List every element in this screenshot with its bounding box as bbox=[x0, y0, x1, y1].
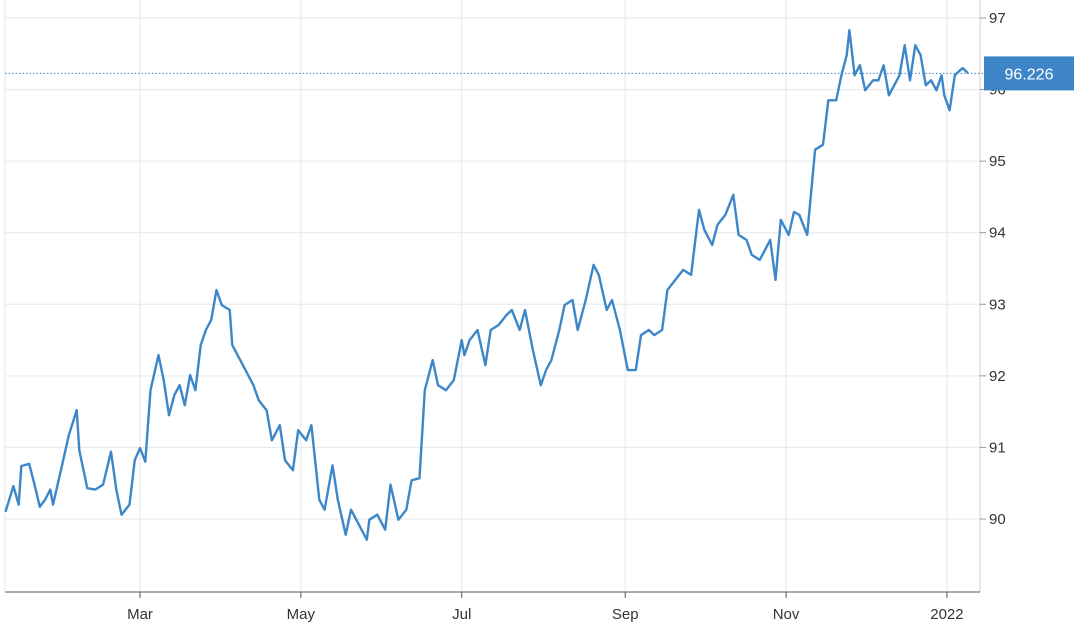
y-tick-label: 91 bbox=[989, 439, 1006, 456]
y-tick-label: 95 bbox=[989, 153, 1006, 170]
y-tick-label: 94 bbox=[989, 225, 1006, 242]
y-tick-label: 93 bbox=[989, 296, 1006, 313]
y-axis: 9091929394959697 bbox=[980, 10, 1006, 528]
x-tick-label: 2022 bbox=[930, 606, 963, 623]
x-tick-label: May bbox=[287, 606, 316, 623]
x-tick-label: Sep bbox=[612, 606, 639, 623]
y-tick-label: 92 bbox=[989, 368, 1006, 385]
x-tick-label: Nov bbox=[773, 606, 800, 623]
x-tick-label: Jul bbox=[452, 606, 471, 623]
y-tick-label: 90 bbox=[989, 511, 1006, 528]
grid-lines bbox=[5, 0, 980, 592]
current-price-label: 96.226 bbox=[1005, 66, 1054, 83]
current-price-tag-bg bbox=[984, 56, 1074, 91]
y-tick-label: 97 bbox=[989, 10, 1006, 27]
x-axis: Mar May Jul Sep Nov 2022 bbox=[127, 592, 964, 623]
x-tick-label: Mar bbox=[127, 606, 153, 623]
series-line-price bbox=[4, 29, 969, 541]
current-price-tag: 96.226 bbox=[984, 56, 1074, 91]
